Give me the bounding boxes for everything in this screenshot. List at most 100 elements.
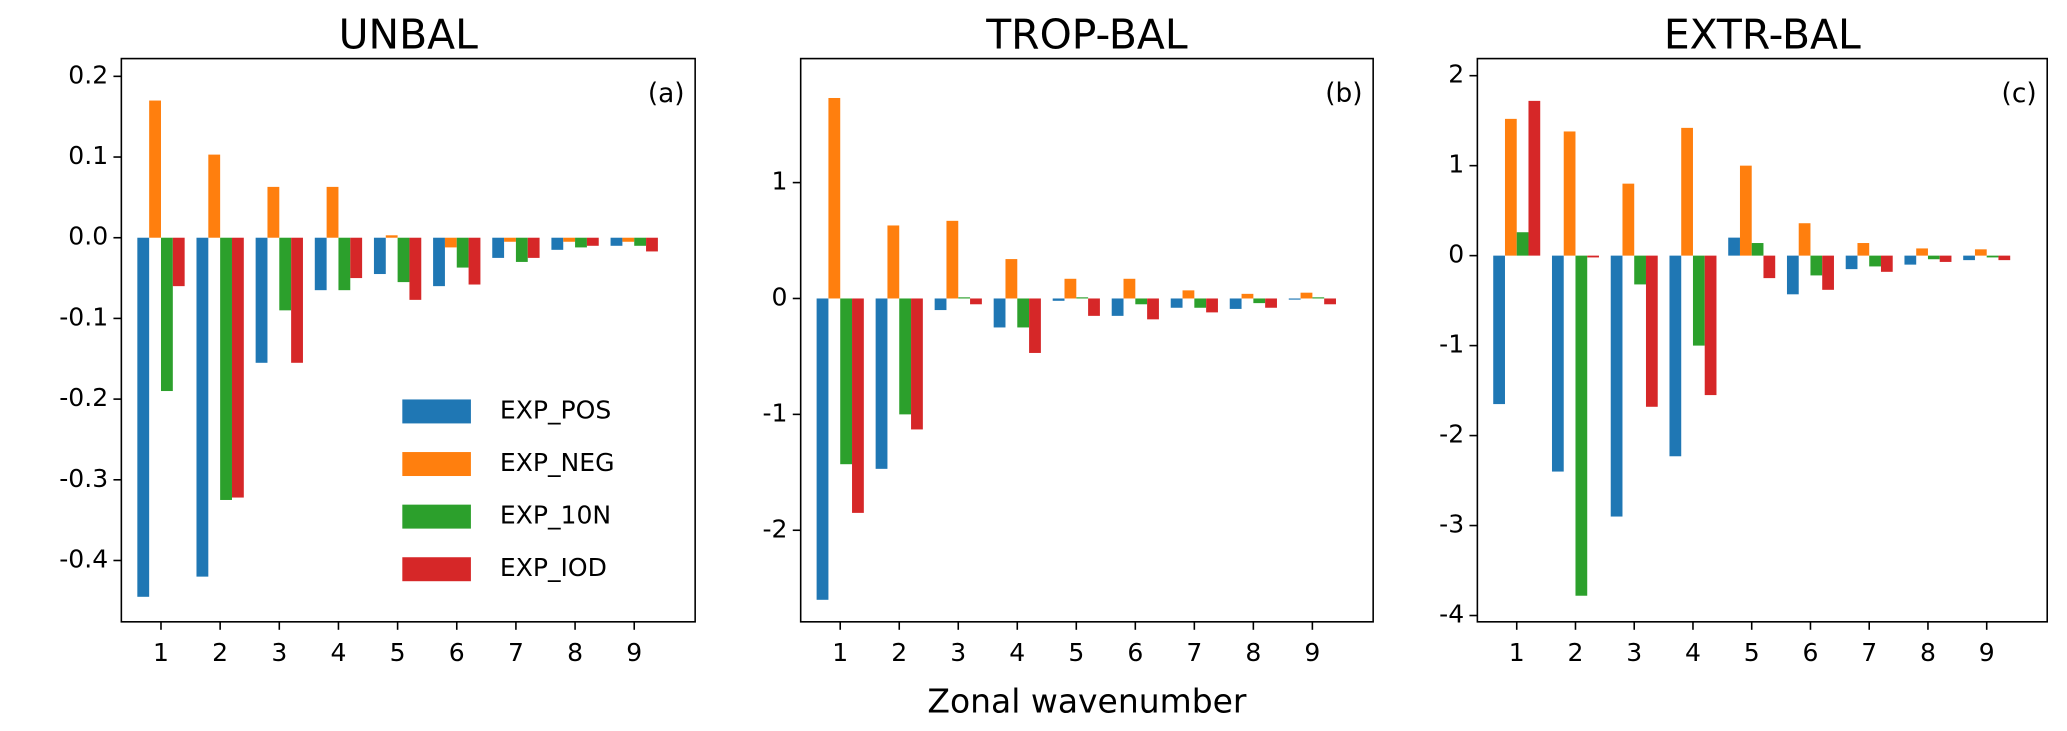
bar [409,237,422,300]
legend-label: EXP_NEG [500,448,615,477]
bar [1751,243,1764,256]
legend-swatch [402,452,471,477]
y-tick-label: -3 [1439,509,1464,538]
axes-frame [1476,57,2049,623]
bar [1575,255,1588,596]
axes-frame [799,57,1374,623]
y-tick-label: 0.0 [68,222,108,251]
bar [816,298,829,600]
bar [840,298,853,465]
bar [551,237,564,250]
bar [1111,298,1124,316]
bar [911,298,923,430]
bar [1786,255,1799,295]
y-tick-label: -2 [1439,419,1464,448]
bar [934,298,947,311]
bar [828,97,841,299]
x-tick-label: 4 [1009,638,1025,667]
bar [314,237,327,291]
x-tick-label: 8 [1245,638,1261,667]
x-tick-label: 3 [950,638,966,667]
y-tick-label: 1 [1448,150,1464,179]
y-tick-label: 2 [1448,60,1464,89]
bar [397,237,410,283]
bar [1123,278,1136,299]
bar [291,237,303,363]
x-tick-label: 2 [1568,638,1584,667]
bar [1869,255,1881,267]
x-tick-label: 7 [1186,638,1202,667]
bar [1194,298,1207,308]
bar [1182,290,1195,299]
bar [385,235,398,238]
bar [231,237,244,498]
y-tick-label: -0.4 [59,544,108,573]
bar [1645,255,1658,407]
bar [899,298,912,415]
y-tick-label: -2 [763,514,788,543]
bar [1229,298,1242,309]
bar [1005,259,1018,299]
bar [1504,118,1517,256]
chart-title: EXTR-BAL [1664,10,1861,58]
bar [575,237,587,248]
x-tick-label: 2 [891,638,907,667]
bar [527,237,540,258]
chart-title: UNBAL [339,10,478,58]
bar [1845,255,1858,270]
x-tick-label: 9 [1979,638,1995,667]
bar [1288,298,1301,300]
bar [1300,292,1313,299]
bar [946,220,959,299]
bar [149,100,161,238]
bar [1939,255,1952,262]
bar [433,237,445,287]
bar [456,237,469,268]
panel-label: (b) [1325,78,1362,109]
bar [1634,255,1646,285]
x-tick-label: 4 [1685,638,1701,667]
panel-label: (c) [2002,78,2037,109]
bar [887,225,900,299]
axes-frame [120,57,696,623]
bar [1986,255,1999,258]
bar [1669,255,1682,457]
bar [1822,255,1834,290]
bar [1029,298,1041,353]
y-tick-label: 0.2 [68,60,108,89]
x-tick-label: 3 [1626,638,1642,667]
legend-label: EXP_10N [500,501,611,530]
bar [1563,131,1576,256]
legend-swatch [402,399,471,424]
x-tick-label: 1 [1509,638,1525,667]
x-tick-label: 2 [212,638,228,667]
x-tick-label: 9 [626,638,642,667]
x-tick-label: 6 [449,638,465,667]
bar [1681,127,1693,256]
y-tick-label: -0.1 [59,302,108,331]
bar [1135,298,1148,305]
bar [1692,255,1705,346]
x-tick-label: 6 [1802,638,1818,667]
bar [504,237,516,242]
x-tick-label: 5 [1068,638,1084,667]
bar [875,298,888,469]
x-tick-label: 1 [832,638,848,667]
bar [279,237,292,311]
bar [255,237,268,363]
bar [634,237,647,246]
bar [338,237,351,291]
bar [852,298,864,513]
bar [1324,298,1336,305]
legend-label: EXP_IOD [500,553,607,582]
x-tick-label: 3 [271,638,287,667]
bar [326,186,339,238]
bar [172,237,185,287]
bar [1810,255,1823,276]
bar [208,154,221,238]
bar [1170,298,1183,308]
x-tick-label: 8 [1920,638,1936,667]
bar [160,237,173,392]
bar [1493,255,1505,405]
legend-label: EXP_POS [500,395,611,424]
